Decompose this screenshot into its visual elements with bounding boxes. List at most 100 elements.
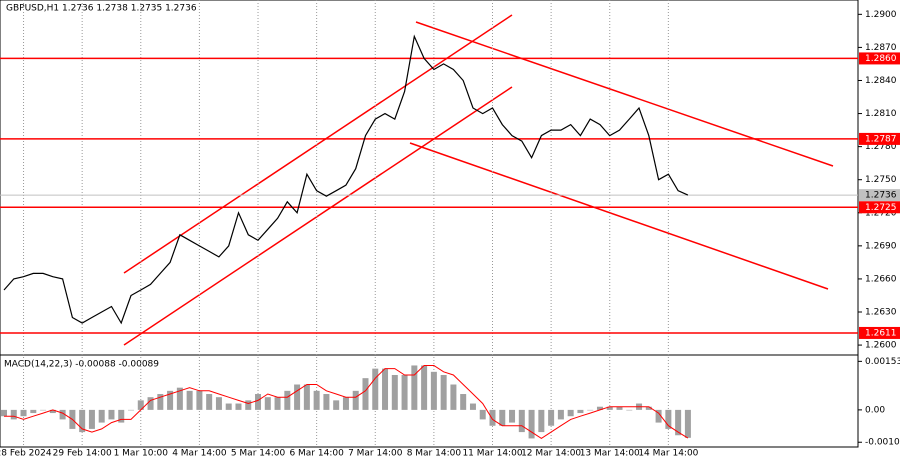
macd-bar (342, 397, 349, 410)
macd-bar (118, 409, 125, 423)
x-tick-label: 6 Mar 14:00 (289, 449, 344, 459)
x-tick-label: 29 Feb 14:00 (53, 449, 112, 459)
level-label: 1.2787 (865, 134, 897, 144)
y-tick-label: -0.00102 (865, 438, 900, 448)
macd-bar (235, 403, 242, 410)
macd-bar (450, 384, 457, 410)
last-price-box (859, 189, 900, 202)
macd-bar (255, 394, 262, 410)
x-tick-label: 5 Mar 14:00 (231, 449, 286, 459)
chart-title: GBPUSD,H1 1.2736 1.2738 1.2735 1.2736 (6, 4, 197, 14)
macd-bar (49, 409, 56, 414)
macd-bar (1, 409, 7, 417)
level-box (859, 132, 900, 145)
channel-line (409, 142, 829, 290)
y-tick-label: 1.2870 (865, 43, 897, 53)
macd-bar (567, 409, 574, 417)
macd-bar (157, 394, 164, 410)
y-tick-label: 0.00 (865, 405, 885, 415)
macd-bar (167, 390, 174, 410)
macd-bar (499, 409, 506, 426)
x-tick-label: 28 Feb 2024 (0, 449, 52, 459)
macd-bar (274, 397, 281, 410)
macd-bar (88, 409, 95, 429)
plot-frame (0, 0, 859, 448)
macd-bar (401, 374, 408, 410)
macd-bar (577, 409, 584, 414)
x-tick-label: 8 Mar 14:00 (407, 449, 462, 459)
macd-bar (684, 409, 691, 438)
y-tick-label: 1.2690 (865, 241, 897, 251)
macd-bar (294, 384, 301, 410)
macd-bar (665, 409, 672, 429)
macd-bar (108, 409, 115, 420)
macd-bar (137, 400, 144, 410)
macd-bar (606, 406, 613, 410)
x-tick-label: 12 Mar 14:00 (521, 449, 581, 459)
macd-bar (440, 374, 447, 410)
macd-bar (147, 397, 154, 410)
y-tick-label: 1.2750 (865, 175, 897, 185)
macd-bar (352, 390, 359, 410)
y-tick-label: 1.2660 (865, 274, 897, 284)
macd-bar (20, 409, 27, 417)
y-tick-label: 1.2810 (865, 109, 897, 119)
macd-bar (128, 409, 135, 411)
macd-bar (79, 409, 86, 433)
signal-line (4, 365, 689, 439)
x-tick-label: 11 Mar 14:00 (462, 449, 522, 459)
macd-bar (206, 394, 213, 410)
channel-line (415, 21, 834, 167)
x-tick-label: 1 Mar 10:00 (114, 449, 169, 459)
macd-bar (645, 406, 652, 410)
macd-bar (509, 409, 516, 423)
macd-bar (10, 409, 17, 420)
macd-bar (313, 390, 320, 410)
macd-bar (245, 400, 252, 410)
y-tick-label: 0.00153 (865, 357, 900, 367)
macd-bar (59, 409, 66, 420)
macd-bar (186, 390, 193, 410)
macd-bar (411, 365, 418, 410)
level-label: 1.2611 (865, 328, 897, 338)
macd-bar (372, 368, 379, 410)
macd-bar (225, 403, 232, 410)
macd-bar (382, 368, 389, 410)
macd-bar (421, 365, 428, 410)
macd-bar (596, 406, 603, 410)
macd-bar (469, 403, 476, 410)
macd-bar (284, 390, 291, 410)
level-box (859, 52, 900, 65)
x-tick-label: 4 Mar 14:00 (172, 449, 227, 459)
y-tick-label: 1.2630 (865, 308, 897, 318)
macd-bar (538, 409, 545, 433)
price-line (3, 34, 689, 325)
macd-bar (215, 397, 222, 410)
macd-bar (460, 394, 467, 410)
level-label: 1.2860 (865, 54, 897, 64)
level-box (859, 326, 900, 339)
macd-bar (548, 409, 555, 426)
macd-bar (557, 409, 564, 420)
macd-bar (587, 409, 594, 411)
y-tick-label: 1.2600 (865, 341, 897, 351)
x-tick-label: 7 Mar 14:00 (348, 449, 403, 459)
y-tick-label: 1.2840 (865, 76, 897, 86)
macd-bar (303, 384, 310, 410)
y-tick-label: 1.2780 (865, 142, 897, 152)
level-box (859, 201, 900, 214)
macd-bar (98, 409, 105, 423)
macd-bar (489, 409, 496, 426)
macd-bar (528, 409, 535, 439)
macd-bar (616, 406, 623, 410)
macd-bar (362, 378, 369, 410)
macd-bar (323, 394, 330, 410)
macd-bar (430, 371, 437, 410)
macd-bar (479, 409, 486, 420)
channel-line (123, 86, 513, 346)
macd-bar (264, 397, 271, 410)
macd-title: MACD(14,22,3) -0.00088 -0.00089 (4, 360, 159, 370)
y-tick-label: 1.2720 (865, 208, 897, 218)
macd-bar (176, 387, 183, 410)
